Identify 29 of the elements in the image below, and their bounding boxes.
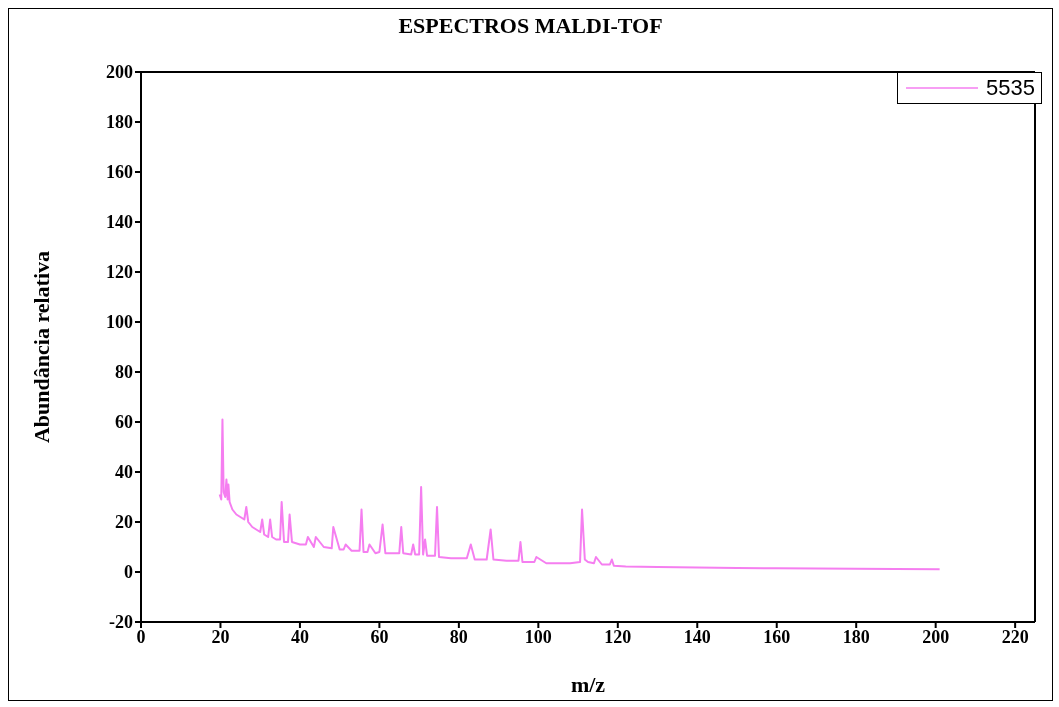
x-tick-label: 60	[370, 626, 389, 647]
y-tick-label: 160	[106, 162, 133, 183]
y-tick-label: 40	[115, 462, 133, 483]
x-tick-label: 100	[524, 626, 552, 647]
x-tick-label: 200	[922, 626, 950, 647]
y-tick-label: 200	[106, 62, 133, 83]
y-tick-label: 100	[106, 312, 133, 333]
x-tick-label: 0	[136, 626, 146, 647]
y-tick-label: 140	[106, 212, 133, 233]
x-tick-label: 160	[763, 626, 791, 647]
x-tick-label: 40	[290, 626, 309, 647]
x-tick-label: 20	[211, 626, 230, 647]
y-tick-label: 120	[106, 262, 133, 283]
x-axis-title: m/z	[570, 672, 606, 697]
legend-label: 5535	[986, 75, 1035, 101]
x-tick-label: 120	[604, 626, 632, 647]
y-tick-label: 0	[124, 562, 133, 583]
y-tick-label: -20	[109, 612, 133, 633]
x-tick-label: 80	[449, 626, 468, 647]
x-tick-label: 140	[683, 626, 711, 647]
x-tick-label: 180	[842, 626, 870, 647]
y-axis-title: Abundância relativa	[28, 250, 54, 444]
y-tick-label: 60	[115, 412, 133, 433]
y-tick-label: 180	[106, 112, 133, 133]
y-tick-label: 80	[115, 362, 133, 383]
y-tick-label: 20	[115, 512, 133, 533]
x-tick-label: 220	[1001, 626, 1029, 647]
line-series	[218, 418, 941, 571]
chart-title: ESPECTROS MALDI-TOF	[397, 13, 664, 39]
